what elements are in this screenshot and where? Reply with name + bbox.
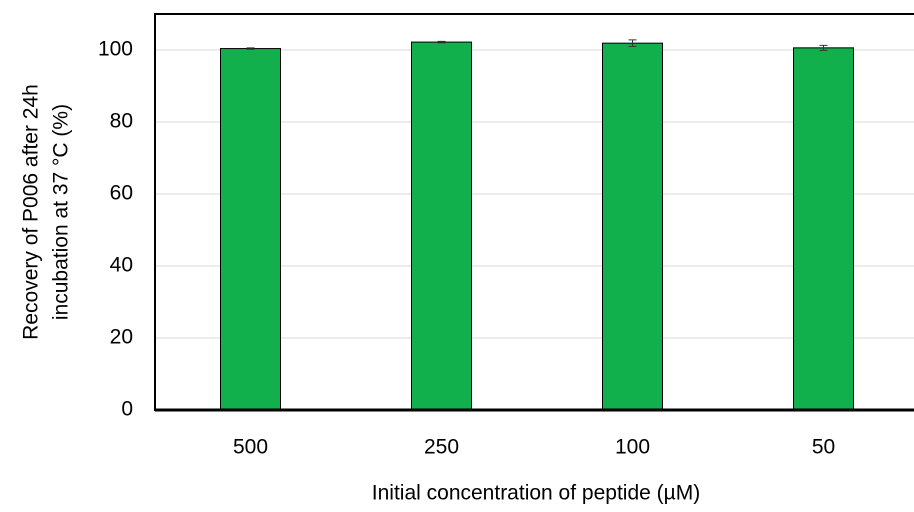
y-tick-label: 100 <box>98 38 133 61</box>
y-axis-label: incubation at 37 °C (%) <box>50 104 73 320</box>
y-tick-label: 60 <box>110 182 133 205</box>
bar <box>411 41 472 411</box>
x-tick-label: 50 <box>812 436 835 459</box>
error-bar <box>628 39 637 47</box>
x-tick-label: 100 <box>615 436 650 459</box>
error-bar <box>246 47 255 50</box>
bar <box>602 42 663 411</box>
x-tick-label: 500 <box>233 436 268 459</box>
x-tick-label: 250 <box>424 436 459 459</box>
bar <box>793 47 854 411</box>
x-axis-label: Initial concentration of peptide (µM) <box>372 482 700 505</box>
y-axis-label: Recovery of P006 after 24h <box>20 84 43 340</box>
y-tick-label: 20 <box>110 326 133 349</box>
bar <box>220 48 281 411</box>
y-tick-label: 40 <box>110 254 133 277</box>
y-tick-label: 0 <box>121 398 133 421</box>
error-bar <box>437 40 446 44</box>
error-bar <box>819 44 828 51</box>
y-tick-label: 80 <box>110 110 133 133</box>
